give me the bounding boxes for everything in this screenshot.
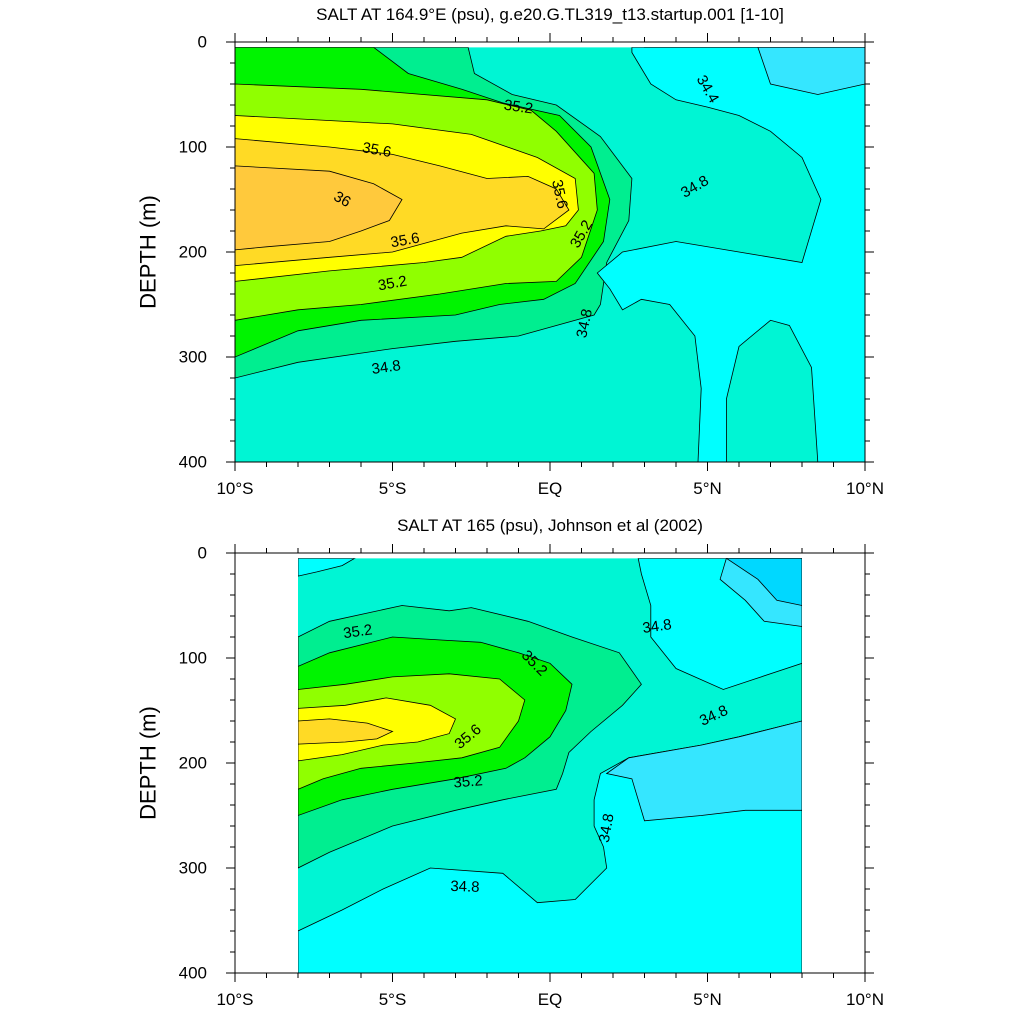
contour-label: 34.8	[596, 812, 618, 844]
contour-label: 35.2	[377, 273, 409, 295]
contour-label: 35.2	[453, 772, 484, 791]
contour-band-34-6	[298, 558, 802, 973]
y-tick-label: 100	[179, 138, 207, 157]
contour-band-35-8	[298, 718, 394, 745]
x-tick-label: 10°N	[846, 479, 884, 498]
contour-label: 35.6	[361, 139, 393, 161]
x-tick-label: 10°N	[846, 990, 884, 1009]
contour-label: 34.8	[371, 357, 402, 378]
y-tick-label: 200	[179, 754, 207, 773]
contour-label: 35.2	[342, 621, 373, 642]
contour-field: 35.234.435.635.636 34.835.235.635.234.834…	[235, 47, 865, 462]
y-tick-label: 300	[179, 859, 207, 878]
x-tick-label: EQ	[538, 479, 563, 498]
top-panel: 35.234.435.635.636 34.835.235.635.234.834…	[136, 5, 884, 498]
y-tick-label: 300	[179, 348, 207, 367]
y-tick-label: 0	[198, 33, 207, 52]
contour-band-34-2	[725, 558, 802, 606]
contour-label: 35.6	[548, 178, 571, 210]
x-tick-label: 10°S	[216, 479, 253, 498]
y-tick-label: 400	[179, 453, 207, 472]
x-tick-label: 5°N	[693, 479, 722, 498]
x-tick-label: 5°S	[379, 990, 407, 1009]
contour-band-36	[235, 165, 403, 251]
contour-band-34-4	[757, 47, 865, 95]
contour-field: 35.2 34.835.235.634.835.234.834.8	[298, 558, 802, 973]
chart-title: SALT AT 164.9°E (psu), g.e20.G.TL319_t13…	[316, 5, 784, 24]
x-tick-label: EQ	[538, 990, 563, 1009]
contour-band-34-6	[298, 558, 356, 577]
contour-label: 35.2	[503, 97, 534, 118]
y-tick-label: 400	[179, 964, 207, 983]
y-axis-label: DEPTH (m)	[136, 706, 161, 820]
contour-band-34-6	[596, 47, 865, 462]
bottom-panel: 35.2 34.835.235.634.835.234.834.810°S 5°S E…	[136, 516, 884, 1009]
contour-label: 36	[331, 188, 354, 211]
contour-label: 34.8	[573, 307, 596, 339]
contour-band-34-4	[605, 720, 802, 822]
y-tick-label: 200	[179, 243, 207, 262]
x-tick-label: 5°S	[379, 479, 407, 498]
chart-title: SALT AT 165 (psu), Johnson et al (2002)	[397, 516, 703, 535]
contour-label: 34.8	[450, 878, 480, 896]
x-tick-label: 10°S	[216, 990, 253, 1009]
y-axis-label: DEPTH (m)	[136, 195, 161, 309]
x-tick-label: 5°N	[693, 990, 722, 1009]
y-tick-label: 100	[179, 649, 207, 668]
y-tick-label: 0	[198, 544, 207, 563]
contour-label: 34.8	[641, 616, 672, 637]
contour-label: 35.6	[389, 230, 421, 252]
